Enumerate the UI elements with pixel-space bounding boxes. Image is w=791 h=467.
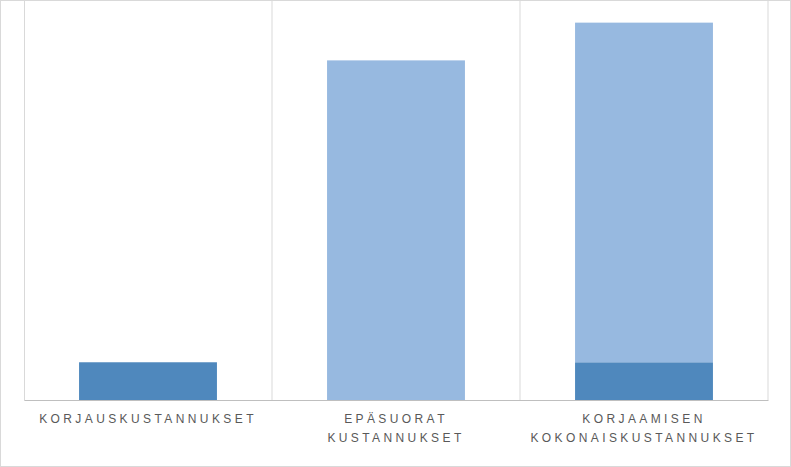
x-tick: KORJAAMISEN KOKONAISKUSTANNUKSET [530,400,757,445]
x-tick: EPÄSUORAT KUSTANNUKSET [327,400,464,445]
chart: KORJAUSKUSTANNUKSET EPÄSUORAT KUSTANNUKSET… [0,0,791,467]
x-tick-label-line: KORJAUSKUSTANNUKSET [39,412,257,426]
x-tick-label-line: KORJAAMISEN [582,412,705,426]
category-separator [520,0,521,400]
bar [79,362,217,400]
category-separator [768,0,769,400]
x-tick-label-line: KUSTANNUKSET [327,431,464,445]
x-tick-label: EPÄSUORAT KUSTANNUKSET [327,412,464,446]
separators [272,0,768,400]
bar-series [327,23,713,400]
bar [575,23,713,363]
x-tick: KORJAUSKUSTANNUKSET [39,400,257,426]
bar [327,60,465,400]
bar [575,362,713,400]
y-axis [24,1,25,401]
x-tick-label: KORJAUSKUSTANNUKSET [39,412,257,426]
plot: KORJAUSKUSTANNUKSET EPÄSUORAT KUSTANNUKSET… [25,0,769,445]
y-axis-line [24,1,25,401]
bars [79,23,713,400]
x-tick-label: KORJAAMISEN KOKONAISKUSTANNUKSET [530,412,757,446]
x-tick-label-line: KOKONAISKUSTANNUKSET [530,431,757,445]
x-tick-label-line: EPÄSUORAT [344,412,448,426]
x-axis: KORJAUSKUSTANNUKSET EPÄSUORAT KUSTANNUKSET… [25,400,769,445]
chart-frame [1,1,791,467]
category-separator [272,0,273,400]
x-axis-line [25,400,769,401]
